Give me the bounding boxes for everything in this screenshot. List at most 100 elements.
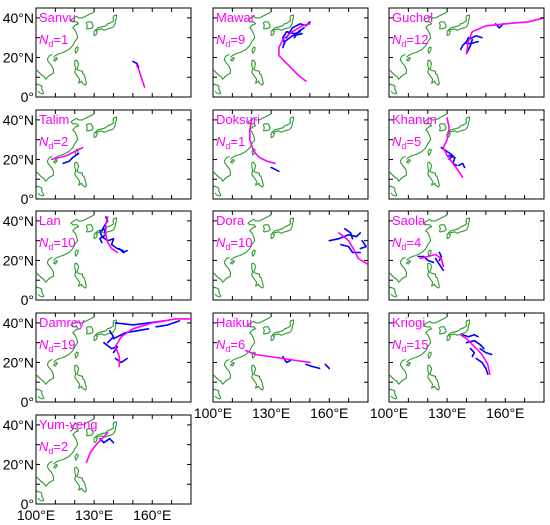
coastline xyxy=(251,262,264,289)
storm-name: Dora xyxy=(216,213,245,228)
y-tick-label: 0° xyxy=(21,191,34,207)
branch-track xyxy=(99,228,107,244)
coastline xyxy=(93,421,117,444)
coastline xyxy=(427,249,432,257)
coastline xyxy=(85,326,94,335)
branch-track xyxy=(132,60,140,69)
storm-name: Guchol xyxy=(392,10,433,25)
coastline xyxy=(85,123,94,132)
coastline xyxy=(74,453,79,461)
branch-track xyxy=(340,243,362,254)
main-track xyxy=(85,432,109,464)
coastline xyxy=(438,21,447,30)
branch-track xyxy=(448,154,458,167)
y-tick-label: 0° xyxy=(21,394,34,410)
branch-track xyxy=(103,341,119,354)
coastline xyxy=(427,46,432,54)
coastline xyxy=(36,185,45,197)
coastline xyxy=(74,466,87,493)
coastline xyxy=(389,286,398,298)
coastline xyxy=(74,46,79,54)
panel-mawar: Mawar Nd=9 xyxy=(212,7,369,98)
coastline xyxy=(446,116,470,139)
nd-count: Nd=1 xyxy=(39,32,68,49)
main-track xyxy=(278,23,311,82)
nd-count: Nd=2 xyxy=(39,439,68,456)
coastline xyxy=(53,418,95,465)
coastline xyxy=(438,224,447,233)
panel-guchol: Guchol Nd=12 xyxy=(388,7,545,98)
y-tick-label: 0° xyxy=(21,496,34,512)
main-track xyxy=(105,216,119,254)
coastline xyxy=(53,56,58,62)
storm-name: Khanun xyxy=(392,112,437,127)
coastline xyxy=(427,148,432,156)
coastline xyxy=(251,46,256,54)
map-area xyxy=(213,11,311,95)
coastline xyxy=(74,364,87,391)
coastline xyxy=(93,116,117,139)
map-area xyxy=(213,214,368,298)
coastline xyxy=(389,256,407,283)
main-track xyxy=(442,117,464,178)
coastline xyxy=(93,319,117,342)
branch-track xyxy=(465,38,474,55)
main-track xyxy=(459,334,491,376)
y-tick-label: 40°N xyxy=(3,315,34,331)
coastline xyxy=(213,185,222,197)
x-tick-label: 100°E xyxy=(17,507,55,523)
nd-count: Nd=4 xyxy=(392,235,421,252)
coastline xyxy=(406,113,448,160)
coastline xyxy=(427,262,440,289)
coastline xyxy=(36,155,54,182)
storm-name: Haikui xyxy=(216,315,252,330)
coastline xyxy=(262,21,271,30)
branch-track xyxy=(293,27,305,39)
x-tick-label: 100°E xyxy=(370,405,408,421)
panel-kriogi: Kriogi Nd=15 100°E 130°E 160°E xyxy=(370,312,545,421)
coastline xyxy=(406,316,448,363)
map-area xyxy=(36,113,117,197)
coastline xyxy=(446,319,470,342)
panel-sanvu: Sanvu Nd=1 0° 20°N 40°N xyxy=(3,7,192,105)
panel-saola: Saola Nd=4 xyxy=(388,210,545,301)
coastline xyxy=(36,53,54,80)
panels-root: Sanvu Nd=1 0° 20°N 40°N Mawar Nd=9 Guchol Nd=12 T… xyxy=(3,7,545,523)
coastline xyxy=(251,161,264,188)
panel-haikui: Haikui Nd=6 100°E 130°E 160°E xyxy=(194,312,369,421)
storm-name: Doksuri xyxy=(216,112,260,127)
coastline xyxy=(262,326,271,335)
branch-track xyxy=(461,334,479,338)
coastline xyxy=(230,259,235,265)
nd-count: Nd=6 xyxy=(216,337,245,354)
coastline xyxy=(213,155,231,182)
y-tick-label: 40°N xyxy=(3,10,34,26)
storm-name: Sanvu xyxy=(39,10,76,25)
coastline xyxy=(230,113,272,160)
branch-track xyxy=(479,347,493,356)
panel-talim: Talim Nd=2 0° 20°N 40°N xyxy=(3,109,192,207)
coastline xyxy=(438,326,447,335)
main-track xyxy=(245,349,311,364)
nd-count: Nd=5 xyxy=(392,134,421,151)
y-tick-label: 20°N xyxy=(3,151,34,167)
coastline xyxy=(36,83,45,95)
coastline xyxy=(85,21,94,30)
coastline xyxy=(270,116,294,139)
coastline xyxy=(270,14,294,37)
storm-name: Yum-yeng xyxy=(39,417,98,432)
x-tick-label: 130°E xyxy=(75,507,113,523)
coastline xyxy=(36,256,54,283)
nd-count: Nd=19 xyxy=(39,337,75,354)
coastline xyxy=(213,256,231,283)
branch-track xyxy=(458,162,466,169)
coastline xyxy=(53,259,58,265)
main-track xyxy=(338,232,368,266)
map-area xyxy=(389,113,470,197)
coastline xyxy=(74,262,87,289)
y-tick-label: 40°N xyxy=(3,213,34,229)
storm-name: Mawar xyxy=(216,10,256,25)
main-track xyxy=(419,253,445,268)
coastline xyxy=(36,388,45,400)
